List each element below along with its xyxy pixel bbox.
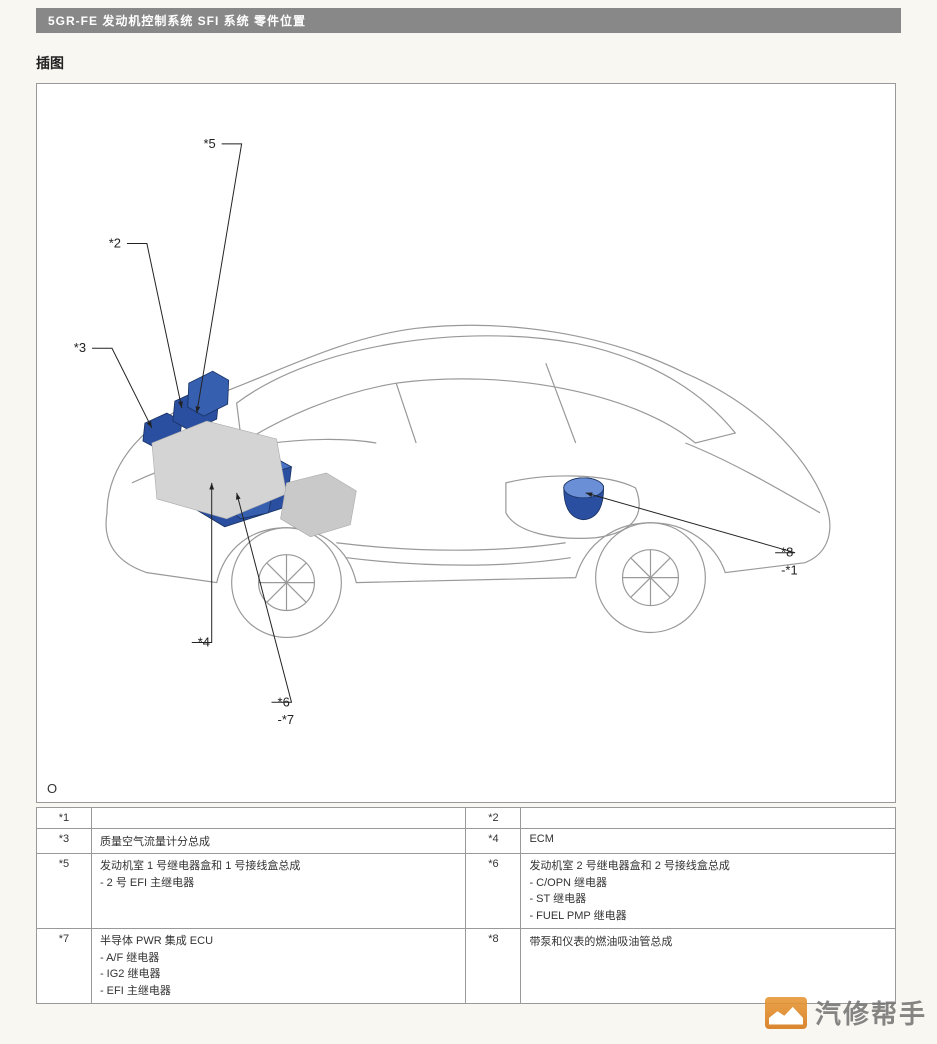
watermark-icon — [765, 997, 807, 1029]
figure-corner-mark: O — [47, 781, 57, 796]
table-row: *5发动机室 1 号继电器盒和 1 号接线盒总成- 2 号 EFI 主继电器*6… — [37, 854, 896, 929]
legend-key: *3 — [37, 829, 92, 854]
leader-line — [127, 244, 182, 409]
legend-table: *1*2*3质量空气流量计分总成*4ECM*5发动机室 1 号继电器盒和 1 号… — [36, 807, 896, 1004]
leader-line — [237, 493, 292, 702]
watermark: 汽修帮手 — [765, 994, 927, 1031]
callout-label: *5 — [203, 136, 215, 151]
callout-label: *4 — [198, 634, 210, 649]
legend-value: 发动机室 2 号继电器盒和 2 号接线盒总成- C/OPN 继电器- ST 继电… — [521, 854, 896, 929]
breadcrumb-text: 5GR-FE 发动机控制系统 SFI 系统 零件位置 — [48, 14, 306, 28]
leader-line — [197, 144, 242, 413]
watermark-text: 汽修帮手 — [815, 994, 927, 1031]
engine-grey — [152, 421, 356, 537]
legend-key: *5 — [37, 854, 92, 929]
callout-sublabel: -*1 — [781, 563, 798, 578]
legend-value: 带泵和仪表的燃油吸油管总成 — [521, 929, 896, 1004]
legend-value — [91, 808, 466, 829]
table-row: *3质量空气流量计分总成*4ECM — [37, 829, 896, 854]
legend-value: 半导体 PWR 集成 ECU- A/F 继电器- IG2 继电器- EFI 主继… — [91, 929, 466, 1004]
callout-label: *3 — [74, 340, 86, 355]
callout-label: *6 — [278, 694, 290, 709]
leader-line — [92, 348, 152, 428]
parts-location-figure: *5 *2 *3 *4 *6 -*7 *8 -*1 O — [36, 83, 896, 803]
table-row: *1 *2 — [37, 808, 896, 829]
callout-label: *8 — [781, 545, 793, 560]
callout-sublabel: -*7 — [278, 712, 295, 727]
legend-key: *7 — [37, 929, 92, 1004]
breadcrumb-bar: 5GR-FE 发动机控制系统 SFI 系统 零件位置 — [36, 8, 901, 33]
section-title: 插图 — [36, 53, 901, 73]
legend-value: ECM — [521, 829, 896, 854]
callout-label: *2 — [109, 236, 121, 251]
legend-key: *6 — [466, 854, 521, 929]
table-row: *7半导体 PWR 集成 ECU- A/F 继电器- IG2 继电器- EFI … — [37, 929, 896, 1004]
legend-key: *2 — [466, 808, 521, 829]
legend-value: 发动机室 1 号继电器盒和 1 号接线盒总成- 2 号 EFI 主继电器 — [91, 854, 466, 929]
legend-key: *8 — [466, 929, 521, 1004]
legend-value: 质量空气流量计分总成 — [91, 829, 466, 854]
legend-key: *1 — [37, 808, 92, 829]
legend-value — [521, 808, 896, 829]
leader-line — [586, 493, 795, 553]
legend-key: *4 — [466, 829, 521, 854]
vehicle-diagram-svg: *5 *2 *3 *4 *6 -*7 *8 -*1 — [37, 84, 895, 802]
